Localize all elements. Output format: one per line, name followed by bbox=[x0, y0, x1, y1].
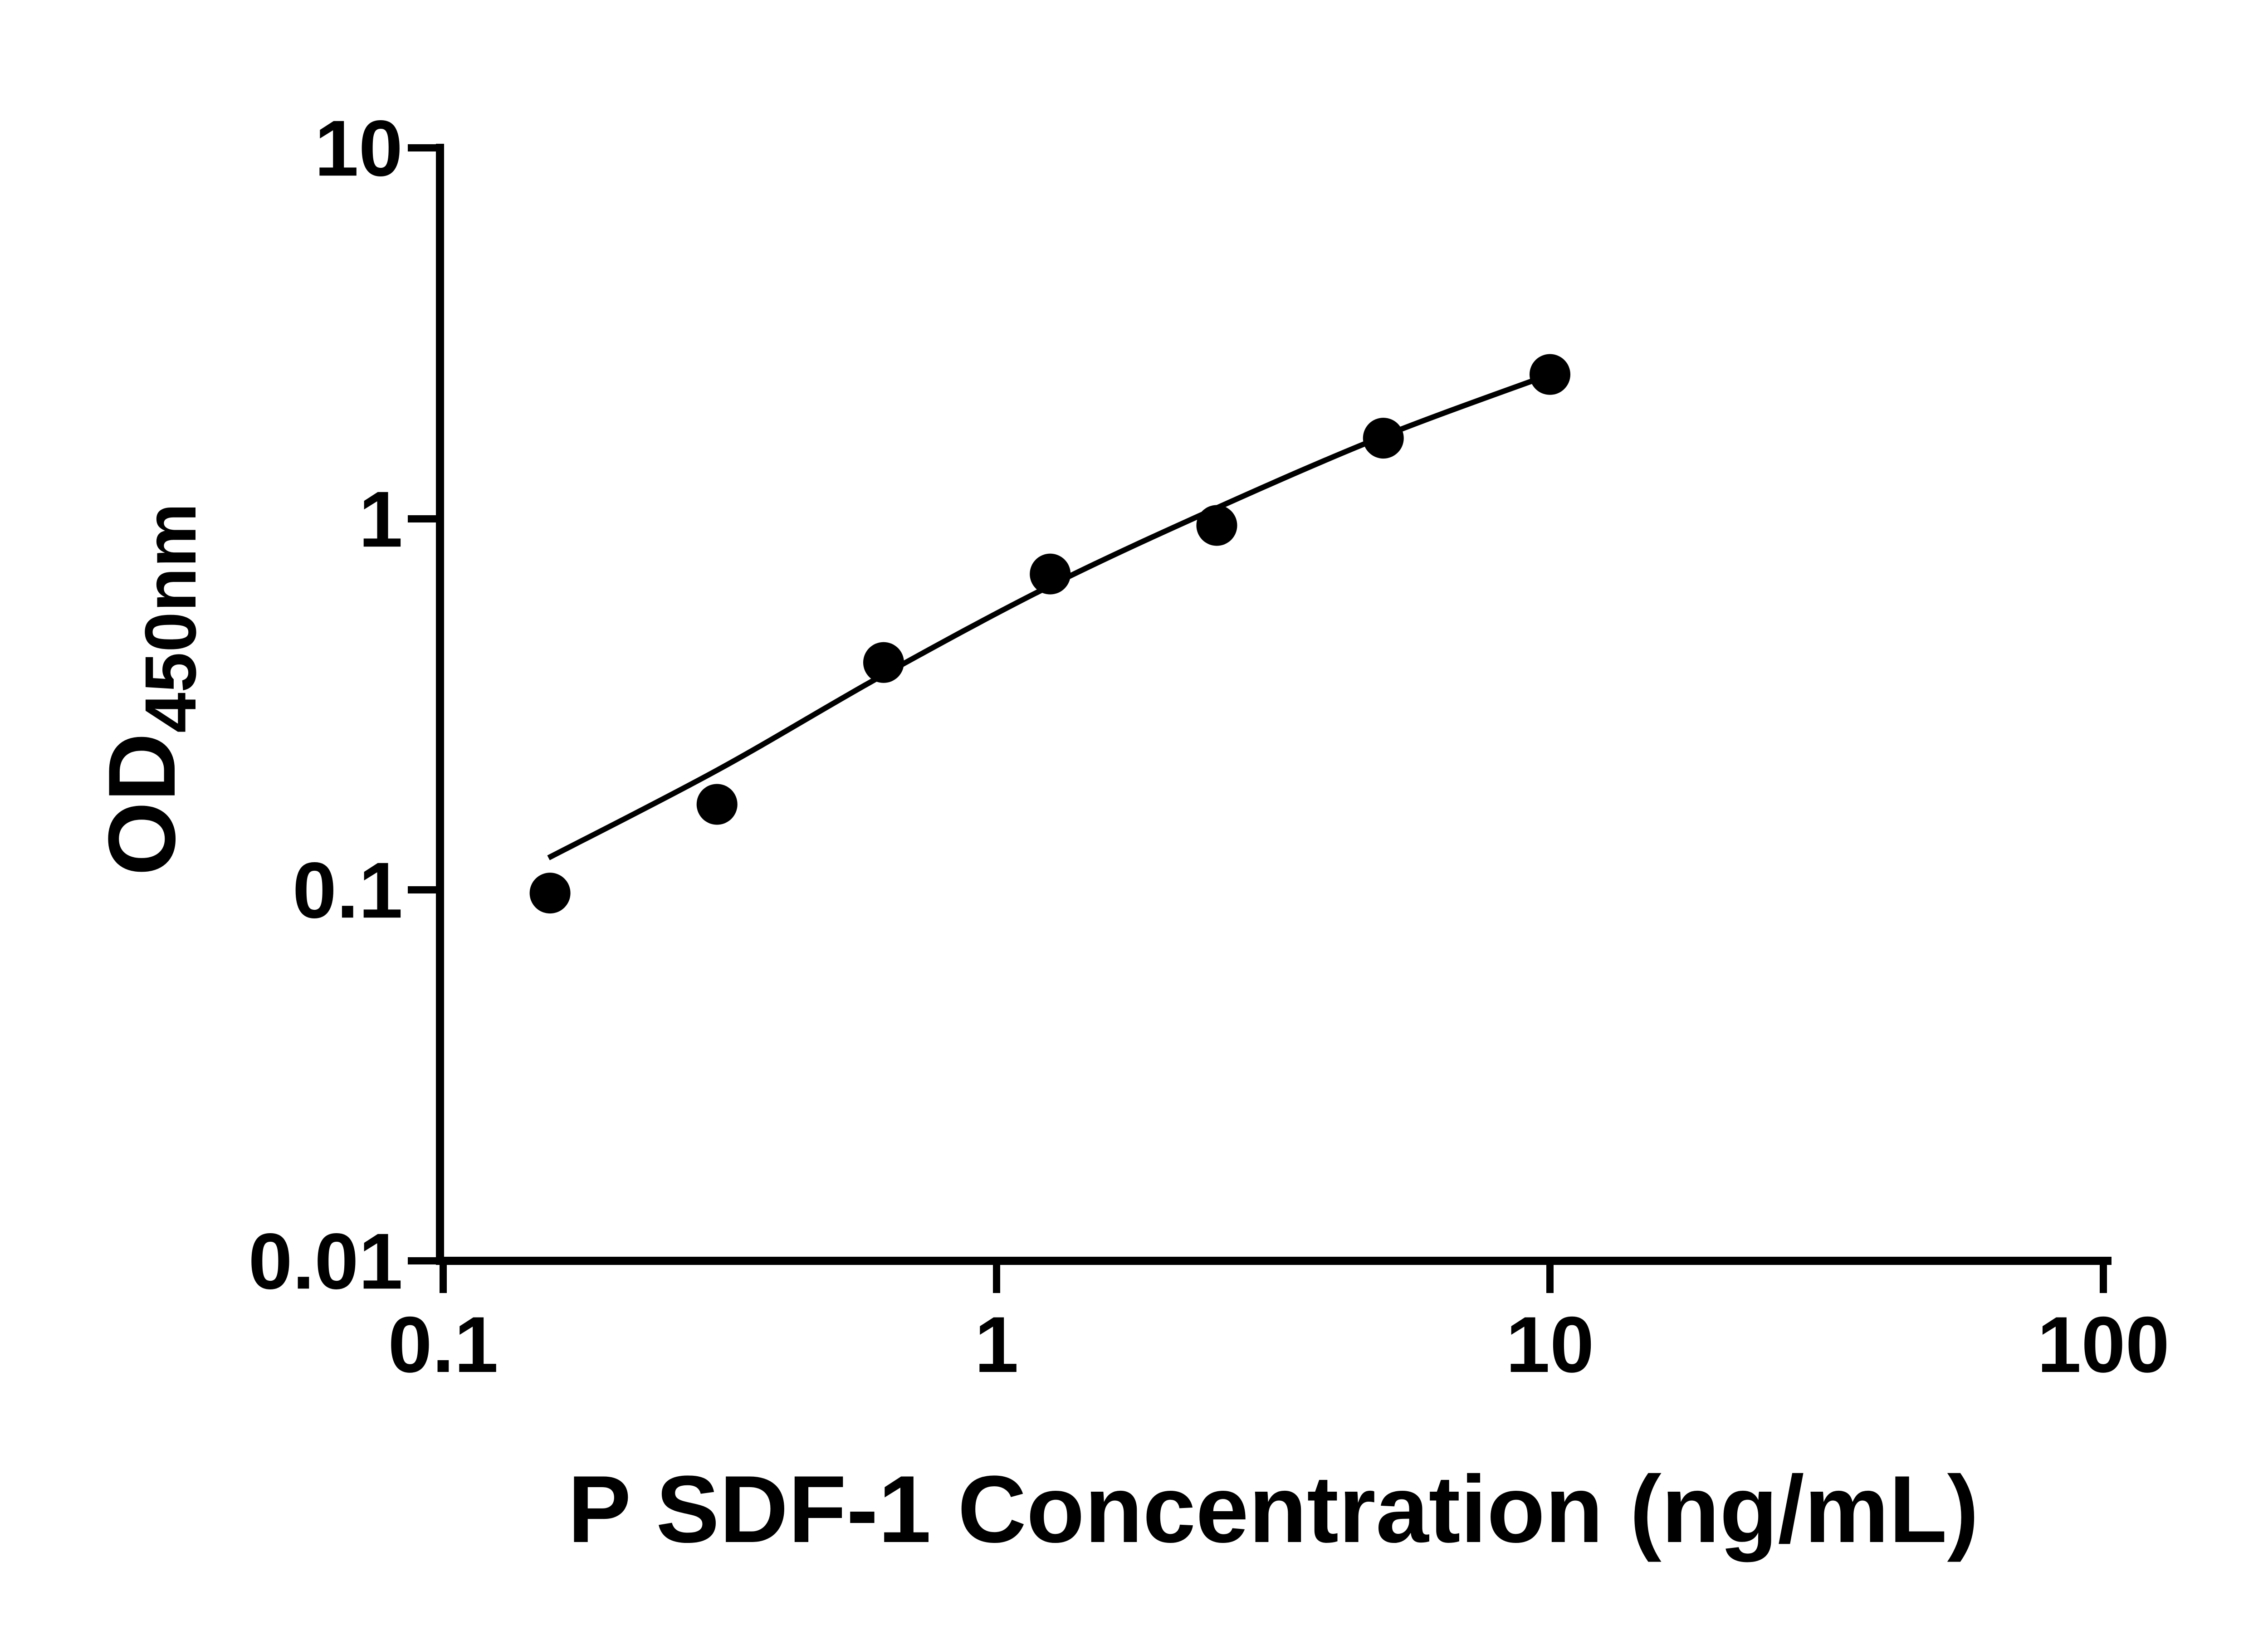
y-axis-title-subscript: 450nm bbox=[130, 503, 211, 733]
data-point bbox=[1196, 505, 1237, 546]
y-tick-label: 10 bbox=[314, 104, 403, 193]
y-tick-label: 1 bbox=[359, 475, 403, 564]
y-tick-label: 0.1 bbox=[293, 846, 403, 935]
data-point bbox=[1530, 354, 1570, 395]
y-axis-title-main: OD bbox=[88, 733, 195, 876]
x-tick-label: 100 bbox=[2037, 1301, 2170, 1389]
x-tick-label: 1 bbox=[974, 1301, 1018, 1389]
y-axis-title: OD450nm bbox=[88, 503, 211, 876]
data-point bbox=[1363, 418, 1404, 459]
data-point bbox=[863, 642, 904, 683]
x-tick-label: 10 bbox=[1506, 1301, 1594, 1389]
x-tick-label: 0.1 bbox=[388, 1301, 498, 1389]
data-point bbox=[696, 784, 738, 825]
data-point bbox=[529, 873, 571, 914]
x-axis-title: P SDF-1 Concentration (ng/mL) bbox=[567, 1456, 1979, 1562]
data-point bbox=[1030, 553, 1071, 595]
y-tick-label: 0.01 bbox=[248, 1217, 403, 1306]
